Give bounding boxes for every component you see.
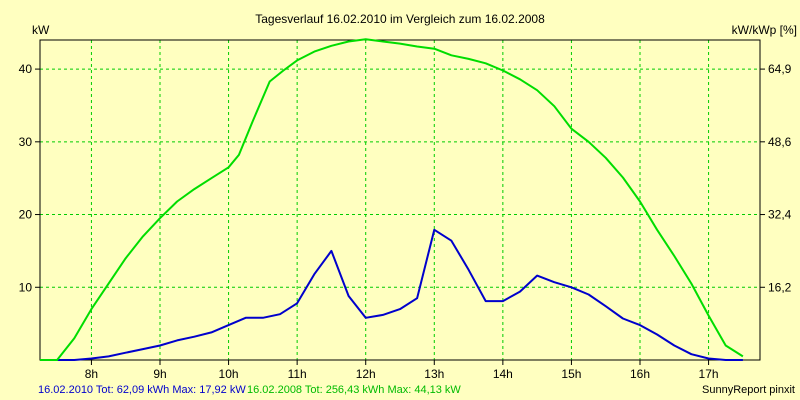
x-tick-label: 9h bbox=[153, 367, 166, 381]
x-tick-label: 11h bbox=[288, 367, 307, 381]
y-left-tick-label: 30 bbox=[19, 135, 33, 149]
x-tick-label: 12h bbox=[356, 367, 376, 381]
y-left-tick-label: 10 bbox=[19, 280, 33, 294]
x-tick-label: 16h bbox=[630, 367, 650, 381]
y-right-tick-label: 64,9 bbox=[768, 62, 792, 76]
grid bbox=[40, 40, 760, 360]
y-left-tick-label: 20 bbox=[19, 208, 33, 222]
series-line-16-02-2008 bbox=[40, 38, 744, 361]
y-axis-right-unit: kW/kWp [%] bbox=[732, 23, 797, 37]
y-right-tick-label: 32,4 bbox=[768, 208, 792, 222]
x-tick-label: 8h bbox=[85, 367, 98, 381]
x-tick-label: 17h bbox=[699, 367, 719, 381]
credit-text: SunnyReport pinxit bbox=[702, 384, 795, 396]
y-right-tick-label: 48,6 bbox=[768, 135, 792, 149]
y-left-tick-label: 40 bbox=[19, 62, 33, 76]
x-tick-label: 10h bbox=[219, 367, 239, 381]
y-right-tick-label: 16,2 bbox=[768, 280, 792, 294]
plot-frame bbox=[39, 39, 761, 361]
x-tick-label: 15h bbox=[561, 367, 581, 381]
legend-series-2008: 16.02.2008 Tot: 256,43 kWh Max: 44,13 kW bbox=[247, 384, 461, 396]
series-line-16-02-2010 bbox=[57, 228, 743, 361]
chart-title: Tagesverlauf 16.02.2010 im Vergleich zum… bbox=[255, 12, 545, 26]
x-tick-label: 14h bbox=[493, 367, 513, 381]
axis-ticks: 8h 9h 10h 11h 12h 13h 14h 15h 16h 17h 10 16,2 20 32,4… bbox=[19, 62, 792, 381]
x-tick-label: 13h bbox=[424, 367, 444, 381]
legend-series-2010: 16.02.2010 Tot: 62,09 kWh Max: 17,92 kW bbox=[38, 384, 246, 396]
series-lines bbox=[40, 38, 744, 361]
y-axis-left-unit: kW bbox=[32, 23, 50, 37]
